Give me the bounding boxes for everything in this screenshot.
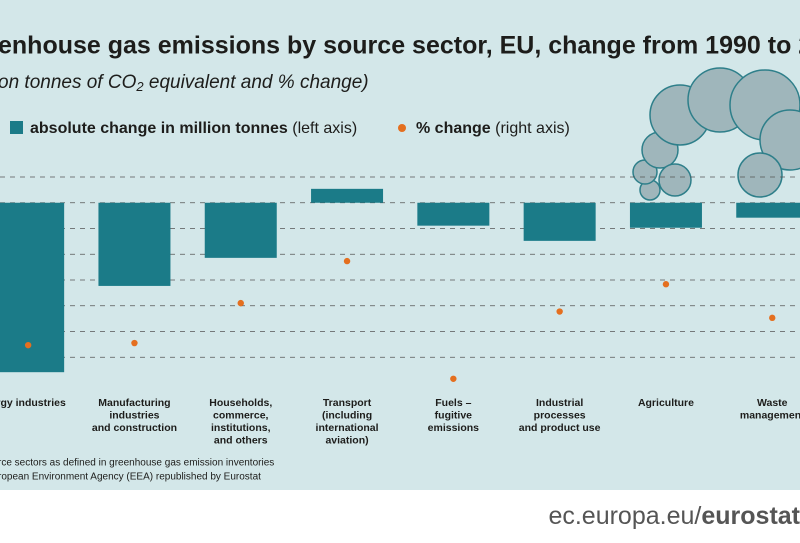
legend-label: absolute change in million tonnes	[30, 120, 288, 137]
subtitle: on tonnes of CO2 equivalent and % change…	[0, 72, 369, 94]
subtitle-part: on tonnes of CO	[0, 72, 137, 93]
legend-label: % change	[416, 120, 491, 137]
dot	[769, 314, 776, 322]
x-tick-label: emissions	[428, 422, 480, 434]
x-tick-label: Industrial	[536, 397, 583, 409]
dot	[343, 257, 351, 265]
x-tick-label: Agriculture	[638, 397, 694, 409]
subtitle-part: 2	[135, 79, 144, 94]
bar	[523, 202, 596, 241]
dot	[450, 375, 457, 382]
x-tick-label: and construction	[92, 422, 177, 434]
x-tick-label: industries	[109, 409, 159, 421]
dot	[662, 281, 670, 288]
legend-note: (left axis)	[292, 120, 357, 137]
x-tick-label: and others	[214, 434, 268, 446]
legend-entry: % change (right axis)	[416, 120, 570, 137]
footer: ec.europa.eu/eurostat	[548, 502, 800, 530]
x-tick-label: Transport	[323, 397, 372, 409]
chart-title: enhouse gas emissions by source sector, …	[0, 32, 800, 60]
dot	[237, 299, 244, 307]
bar	[311, 188, 384, 203]
x-tick-label: fugitive	[435, 409, 472, 421]
legend-entry: absolute change in million tonnes (left …	[30, 120, 357, 137]
x-tick-label: aviation)	[325, 434, 368, 446]
legend-note: (right axis)	[495, 120, 570, 137]
x-tick-label: processes	[534, 409, 586, 421]
footer-band	[0, 490, 800, 543]
bar	[98, 202, 171, 286]
footer-url: ec.europa.eu/	[548, 502, 701, 530]
bar	[629, 202, 702, 228]
dot	[24, 341, 32, 349]
legend-swatch	[10, 121, 23, 134]
x-tick-label: and product use	[519, 422, 601, 434]
note: rce sectors as defined in greenhouse gas…	[0, 458, 274, 469]
bar	[736, 202, 800, 218]
bar	[0, 202, 65, 373]
x-tick-label: institutions,	[211, 422, 271, 434]
x-tick-label: Fuels –	[435, 397, 471, 409]
x-tick-label: Waste	[757, 397, 788, 409]
note: ropean Environment Agency (EEA) republis…	[0, 472, 261, 483]
x-tick-label: Manufacturing	[98, 397, 170, 409]
dot	[131, 339, 138, 347]
bar	[417, 202, 490, 226]
cloud-illustration	[632, 67, 800, 201]
x-tick-label: management	[740, 409, 800, 421]
x-tick-label: commerce,	[213, 409, 269, 421]
x-tick-label: ergy industries	[0, 397, 66, 409]
footer-brand: eurostat	[701, 502, 800, 530]
x-tick-label: Households,	[209, 397, 272, 409]
x-tick-label: international	[316, 422, 379, 434]
subtitle-part: equivalent and % change)	[144, 72, 369, 93]
bar	[204, 202, 277, 258]
legend-swatch	[398, 124, 406, 132]
x-tick-label: (including	[322, 409, 372, 421]
dot	[556, 308, 563, 315]
